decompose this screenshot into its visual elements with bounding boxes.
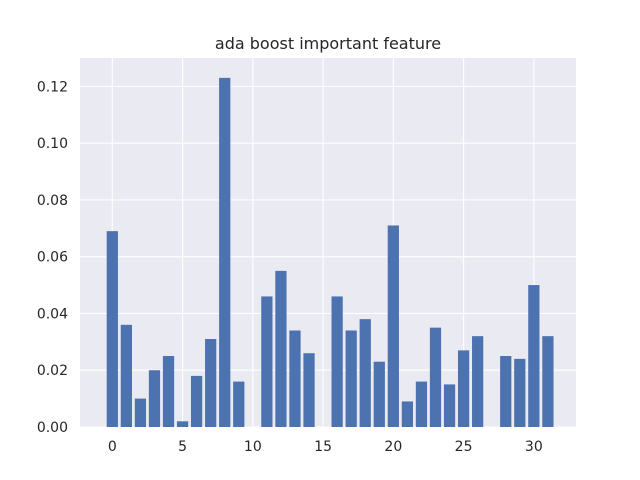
bar-17 (345, 330, 357, 427)
bar-1 (120, 324, 132, 427)
bar-2 (134, 398, 147, 427)
bar-31 (542, 336, 554, 427)
y-tick-label: 0.06 (37, 250, 68, 266)
x-tick-label: 5 (178, 439, 187, 455)
bar-26 (472, 336, 484, 427)
bar-0 (106, 231, 118, 427)
plot-area (80, 58, 576, 427)
x-axis: 0 5 10 15 20 25 30 (108, 439, 543, 455)
y-tick-label: 0.02 (37, 363, 68, 379)
bar-24 (443, 384, 456, 427)
bar-25 (457, 350, 470, 427)
bar-14 (303, 353, 315, 427)
y-axis: 0.00 0.02 0.04 0.06 0.08 0.10 0.12 (37, 79, 68, 436)
chart-title: ada boost important feature (215, 34, 441, 53)
bar-29 (514, 358, 526, 427)
y-tick-label: 0.04 (37, 306, 68, 322)
bar-28 (500, 356, 512, 427)
bar-30 (528, 285, 540, 427)
bar-6 (191, 375, 203, 427)
grid (80, 58, 576, 428)
bar-18 (359, 319, 371, 427)
y-tick-label: 0.10 (37, 136, 68, 152)
y-tick-label: 0.12 (37, 79, 68, 95)
x-tick-label: 10 (244, 439, 262, 455)
bar-19 (373, 361, 385, 427)
bar-3 (148, 370, 161, 427)
bar-16 (331, 296, 343, 427)
bar-20 (387, 225, 399, 427)
bar-23 (429, 327, 442, 427)
bar-22 (415, 381, 428, 427)
bar-11 (261, 296, 273, 427)
bar-21 (401, 401, 414, 427)
bar-4 (162, 356, 175, 427)
bar-9 (233, 381, 245, 427)
y-tick-label: 0.08 (37, 193, 68, 209)
y-tick-label: 0.00 (37, 420, 68, 436)
x-tick-label: 25 (455, 439, 473, 455)
x-tick-label: 20 (384, 439, 402, 455)
x-tick-label: 0 (108, 439, 117, 455)
bars (106, 77, 554, 427)
bar-5 (176, 421, 189, 427)
x-tick-label: 15 (314, 439, 332, 455)
x-tick-label: 30 (525, 439, 543, 455)
bar-8 (219, 77, 231, 427)
bar-13 (289, 330, 301, 427)
bar-7 (205, 339, 217, 427)
bar-12 (275, 270, 287, 427)
